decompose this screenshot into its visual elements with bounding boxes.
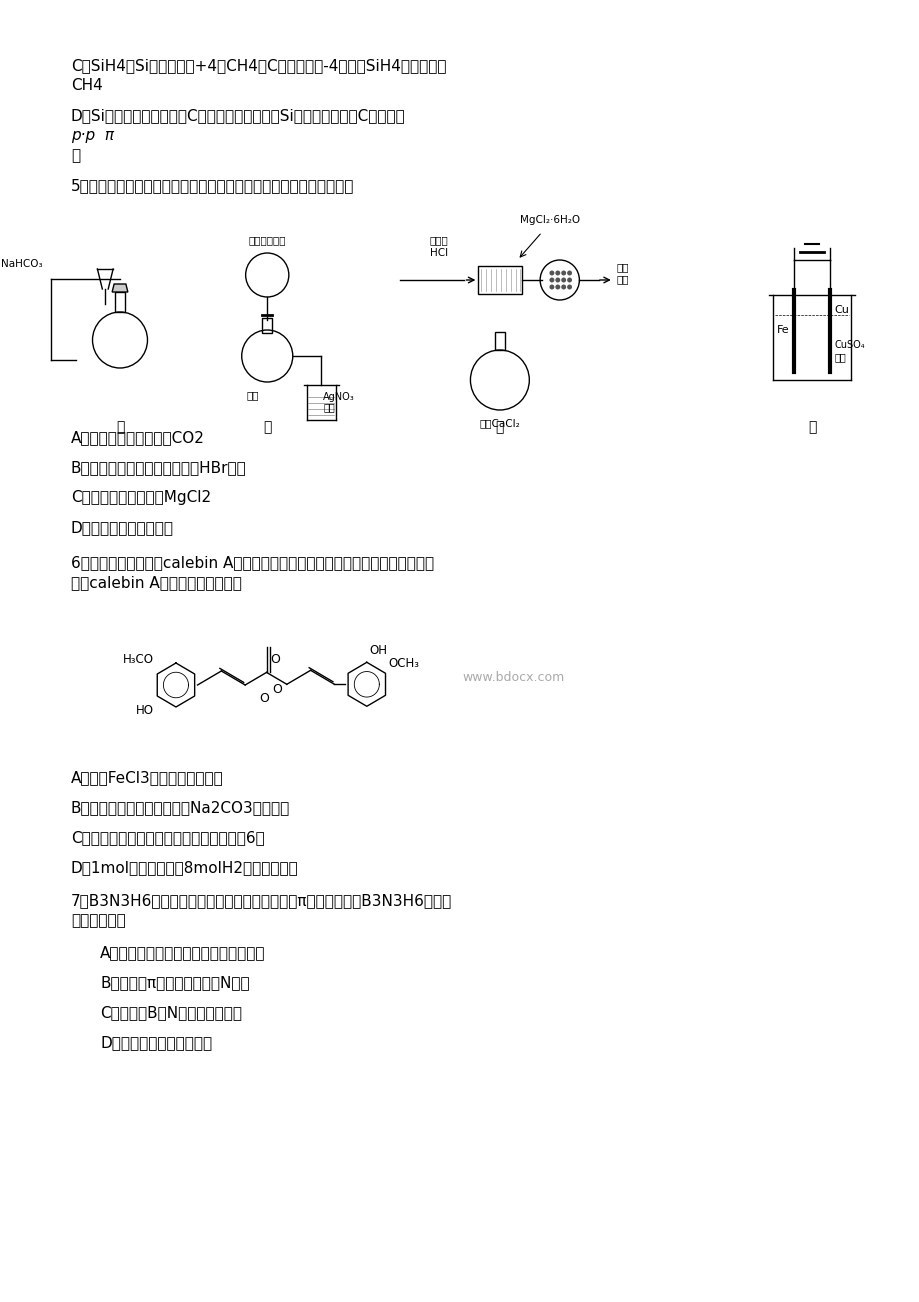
Text: 关于calebin A的说法错误的是（）: 关于calebin A的说法错误的是（） bbox=[71, 575, 242, 590]
Text: A．其熔点主要取决于所含化学键的键能: A．其熔点主要取决于所含化学键的键能 bbox=[100, 945, 266, 960]
Text: 丁: 丁 bbox=[807, 421, 815, 434]
Circle shape bbox=[555, 285, 560, 289]
Text: 错误的是（）: 错误的是（） bbox=[71, 913, 126, 928]
Text: 尾气: 尾气 bbox=[616, 262, 629, 272]
Bar bbox=[115, 292, 125, 312]
Text: 键: 键 bbox=[71, 148, 80, 163]
Text: HCl: HCl bbox=[429, 247, 448, 258]
Text: 处理: 处理 bbox=[616, 273, 629, 284]
Text: 溶液: 溶液 bbox=[834, 352, 845, 362]
Text: C．用丙装置制备无水MgCl2: C．用丙装置制备无水MgCl2 bbox=[71, 490, 210, 505]
Text: 铁粉: 铁粉 bbox=[246, 391, 258, 400]
Text: p·p  π: p·p π bbox=[71, 128, 114, 143]
Text: AgNO₃: AgNO₃ bbox=[323, 392, 355, 402]
Text: 7．B3N3H6（无机苯）的结构与苯类似，也有大π键。下列关于B3N3H6的说法: 7．B3N3H6（无机苯）的结构与苯类似，也有大π键。下列关于B3N3H6的说法 bbox=[71, 893, 451, 907]
Text: MgCl₂·6H₂O: MgCl₂·6H₂O bbox=[519, 215, 579, 225]
Text: A．用甲装置制备并收集CO2: A．用甲装置制备并收集CO2 bbox=[71, 430, 205, 445]
Polygon shape bbox=[112, 284, 128, 292]
Text: C．SiH4中Si的化合价为+4，CH4中C的化合价为-4，因此SiH4还原性小于: C．SiH4中Si的化合价为+4，CH4中C的化合价为-4，因此SiH4还原性小… bbox=[71, 59, 446, 73]
Circle shape bbox=[566, 277, 572, 283]
Text: O: O bbox=[259, 691, 269, 704]
Text: H₃CO: H₃CO bbox=[123, 654, 154, 667]
Circle shape bbox=[549, 271, 554, 276]
Text: 6．从中草药中提取的calebin A（结构简式如下）可用于治疗阿尔茨海默症。下列: 6．从中草药中提取的calebin A（结构简式如下）可用于治疗阿尔茨海默症。下… bbox=[71, 555, 434, 570]
Circle shape bbox=[549, 277, 554, 283]
Circle shape bbox=[561, 285, 565, 289]
Circle shape bbox=[549, 285, 554, 289]
Text: NaHCO₃: NaHCO₃ bbox=[1, 259, 42, 270]
Text: CuSO₄: CuSO₄ bbox=[834, 340, 864, 350]
Text: www.bdocx.com: www.bdocx.com bbox=[462, 671, 564, 684]
Text: C．分子中B和N的杂化方式相同: C．分子中B和N的杂化方式相同 bbox=[100, 1005, 242, 1019]
Text: A．可与FeCl3溶液发生显色反应: A．可与FeCl3溶液发生显色反应 bbox=[71, 769, 223, 785]
Text: O: O bbox=[270, 654, 280, 667]
Circle shape bbox=[561, 271, 565, 276]
Text: 5．利用下列装置（夹持装置略）进行实验，能达到实验目的的是（）: 5．利用下列装置（夹持装置略）进行实验，能达到实验目的的是（） bbox=[71, 178, 354, 193]
Text: OH: OH bbox=[369, 644, 387, 658]
Text: 甲: 甲 bbox=[116, 421, 124, 434]
Text: B．用乙装置制备溴苯并验证有HBr产生: B．用乙装置制备溴苯并验证有HBr产生 bbox=[71, 460, 246, 475]
Text: CH4: CH4 bbox=[71, 78, 103, 92]
Text: D．用丁装置在铁上镀铜: D．用丁装置在铁上镀铜 bbox=[71, 519, 174, 535]
Text: Fe: Fe bbox=[776, 326, 789, 335]
Text: B．形成大π键的电子全部由N提供: B．形成大π键的电子全部由N提供 bbox=[100, 975, 250, 990]
Text: Cu: Cu bbox=[834, 305, 848, 315]
Bar bbox=[478, 266, 522, 294]
Text: D．分子中所有原子共平面: D．分子中所有原子共平面 bbox=[100, 1035, 212, 1049]
Bar bbox=[262, 318, 272, 333]
Bar bbox=[494, 332, 505, 350]
Text: 干燥的: 干燥的 bbox=[429, 234, 448, 245]
Circle shape bbox=[566, 285, 572, 289]
Text: 丙: 丙 bbox=[495, 421, 504, 434]
Text: HO: HO bbox=[136, 704, 154, 717]
Text: 苯、溴混合液: 苯、溴混合液 bbox=[248, 234, 286, 245]
Text: 无水CaCl₂: 无水CaCl₂ bbox=[479, 418, 519, 428]
Circle shape bbox=[555, 277, 560, 283]
Text: C．苯环上氢原子发生氯代时，一氯代物有6种: C．苯环上氢原子发生氯代时，一氯代物有6种 bbox=[71, 829, 265, 845]
Text: OCH₃: OCH₃ bbox=[388, 658, 419, 671]
Text: D．1mol该分子最多与8molH2发生加成反应: D．1mol该分子最多与8molH2发生加成反应 bbox=[71, 861, 299, 875]
Text: 乙: 乙 bbox=[263, 421, 271, 434]
Text: 溶液: 溶液 bbox=[323, 402, 335, 411]
Text: D．Si原子间难形成双键而C原子间可以，是因为Si的原子半径大于C，难形成: D．Si原子间难形成双键而C原子间可以，是因为Si的原子半径大于C，难形成 bbox=[71, 108, 405, 122]
Circle shape bbox=[566, 271, 572, 276]
Text: B．其酸性水解的产物均可与Na2CO3溶液反应: B．其酸性水解的产物均可与Na2CO3溶液反应 bbox=[71, 799, 289, 815]
Circle shape bbox=[555, 271, 560, 276]
Text: O: O bbox=[271, 684, 281, 697]
Circle shape bbox=[561, 277, 565, 283]
